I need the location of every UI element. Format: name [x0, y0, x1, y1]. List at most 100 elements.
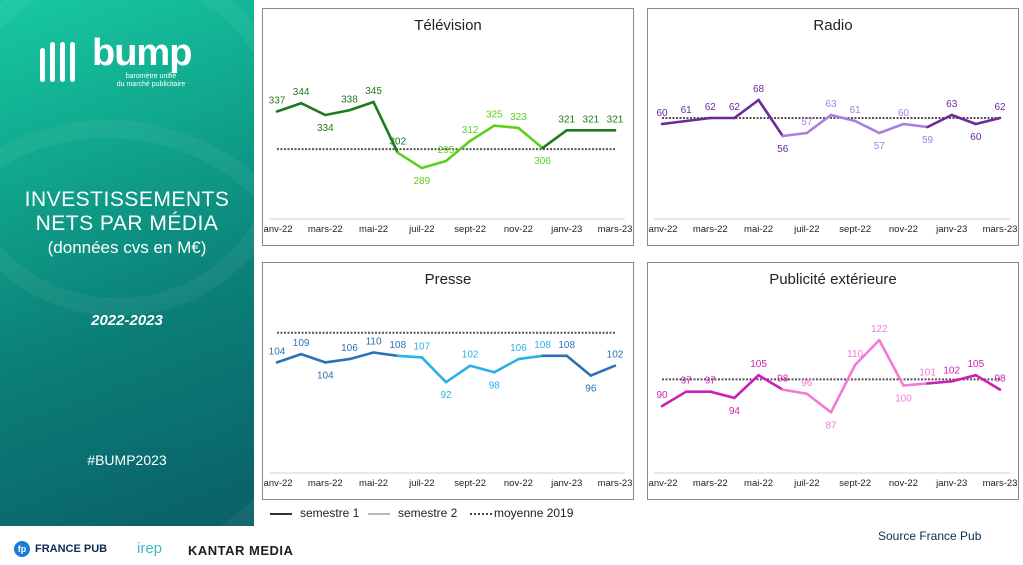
data-label: 338 — [341, 94, 358, 105]
series-segment-semestre-2 — [396, 151, 424, 170]
data-label: 97 — [681, 376, 693, 387]
data-label: 96 — [585, 384, 597, 395]
series-segment-semestre-1 — [372, 351, 400, 358]
data-label: 323 — [510, 112, 527, 123]
x-tick-label: mars-23 — [598, 224, 633, 235]
series-segment-semestre-1 — [323, 108, 351, 117]
data-label: 109 — [293, 338, 310, 349]
data-label: 122 — [871, 324, 888, 335]
x-tick-label: juil-22 — [793, 224, 819, 235]
series-segment-semestre-2 — [517, 126, 544, 150]
x-tick-label: nov-22 — [889, 478, 918, 489]
series-segment-semestre-2 — [444, 364, 472, 384]
chart-title: Publicité extérieure — [769, 271, 897, 288]
data-label: 334 — [317, 123, 334, 134]
x-tick-label: mars-23 — [598, 478, 633, 489]
series-segment-semestre-2 — [420, 159, 448, 170]
data-label: 321 — [558, 114, 575, 125]
x-tick-label: sept-22 — [454, 224, 486, 235]
data-label: 108 — [389, 340, 406, 351]
hashtag: #BUMP2023 — [87, 452, 167, 468]
series-segment-semestre-1 — [733, 98, 760, 120]
chart-svg: 60 61 62 62 68 56 57 63 61 57 60 59 63 60 62 janv-22 mar… — [648, 84, 1017, 235]
series-segment-semestre-1 — [757, 98, 785, 138]
kantar-media-logo: KANTAR MEDIA — [188, 543, 294, 558]
data-label: 345 — [365, 86, 382, 97]
data-label: 289 — [414, 176, 431, 187]
series-segment-semestre-2 — [517, 354, 544, 361]
legend-label-moyenne: moyenne 2019 — [494, 506, 574, 520]
data-label: 60 — [898, 108, 910, 119]
x-tick-label: mars-22 — [693, 224, 728, 235]
series-segment-semestre-2 — [829, 363, 857, 414]
x-tick-label: nov-22 — [889, 224, 918, 235]
page-title: INVESTISSEMENTS NETS PAR MÉDIA — [0, 188, 254, 236]
chart-title: Radio — [813, 17, 853, 34]
data-label: 105 — [968, 359, 985, 370]
x-tick-label: mars-22 — [308, 224, 343, 235]
series-segment-semestre-1 — [589, 364, 617, 377]
x-tick-label: mars-22 — [693, 478, 728, 489]
legend-line-moyenne — [470, 513, 492, 515]
irep-logo: irep — [137, 540, 163, 557]
series-segment-semestre-1 — [926, 380, 954, 385]
data-label: 59 — [922, 135, 934, 146]
series-segment-semestre-1 — [299, 352, 327, 364]
chart-title: Presse — [424, 271, 472, 288]
data-label: 68 — [753, 84, 765, 95]
series-segment-semestre-2 — [420, 356, 448, 384]
series-segment-semestre-2 — [877, 122, 905, 135]
data-label: 295 — [438, 145, 455, 156]
series-segment-semestre-1 — [757, 373, 785, 391]
chart-svg: 90 97 97 94 105 98 96 87 110 122 100 101 102 105 98 jan… — [648, 324, 1017, 489]
x-tick-label: janv-23 — [935, 224, 967, 235]
data-label: 325 — [486, 110, 503, 121]
data-label: 306 — [534, 156, 551, 167]
logo-subtitle-line1: baromètre unifié — [125, 73, 177, 80]
title-line1: INVESTISSEMENTS — [24, 188, 230, 211]
x-tick-label: janv-23 — [550, 478, 582, 489]
france-pub-logo: FRANCE PUB — [35, 543, 108, 555]
x-tick-label: juil-22 — [793, 478, 819, 489]
data-label: 98 — [777, 374, 789, 385]
data-label: 302 — [389, 137, 406, 148]
series-segment-semestre-1 — [323, 357, 351, 364]
data-label: 62 — [729, 102, 741, 113]
data-label: 102 — [607, 350, 624, 361]
legend-label-semestre-2: semestre 2 — [398, 506, 458, 520]
x-tick-label: janv-22 — [263, 224, 293, 235]
series-segment-semestre-1 — [950, 113, 978, 126]
data-label: 106 — [510, 343, 527, 354]
data-label: 344 — [293, 87, 310, 98]
chart-title: Télévision — [414, 17, 482, 34]
series-segment-semestre-2 — [492, 357, 520, 374]
data-label: 101 — [919, 367, 936, 378]
series-segment-semestre-1 — [926, 113, 954, 129]
series-segment-semestre-1 — [974, 116, 1002, 126]
series-segment-semestre-1 — [275, 101, 303, 113]
data-label: 337 — [269, 95, 286, 106]
series-segment-semestre-1 — [684, 116, 712, 123]
chart-radio: Radio 60 61 62 62 68 56 57 63 61 57 60 59 63 60 62 janv… — [647, 8, 1019, 246]
data-label: 98 — [489, 380, 501, 391]
data-label: 92 — [440, 390, 452, 401]
data-label: 110 — [847, 349, 863, 360]
series-segment-semestre-1 — [974, 373, 1002, 391]
series-segment-semestre-2 — [396, 354, 424, 359]
x-tick-label: mars-22 — [308, 478, 343, 489]
series-segment-semestre-1 — [733, 373, 760, 400]
data-label: 87 — [825, 420, 837, 431]
data-label: 57 — [801, 117, 813, 128]
source-note: Source France Pub — [878, 529, 982, 543]
x-tick-label: mai-22 — [359, 224, 388, 235]
data-label: 102 — [462, 350, 479, 361]
data-label: 98 — [994, 374, 1006, 385]
x-tick-label: janv-22 — [648, 224, 678, 235]
series-segment-semestre-1 — [275, 352, 303, 364]
data-label: 100 — [895, 394, 912, 405]
series-segment-semestre-2 — [877, 338, 905, 387]
x-tick-label: juil-22 — [408, 478, 434, 489]
data-label: 321 — [607, 114, 624, 125]
data-label: 108 — [558, 340, 575, 351]
x-tick-label: janv-23 — [935, 478, 967, 489]
